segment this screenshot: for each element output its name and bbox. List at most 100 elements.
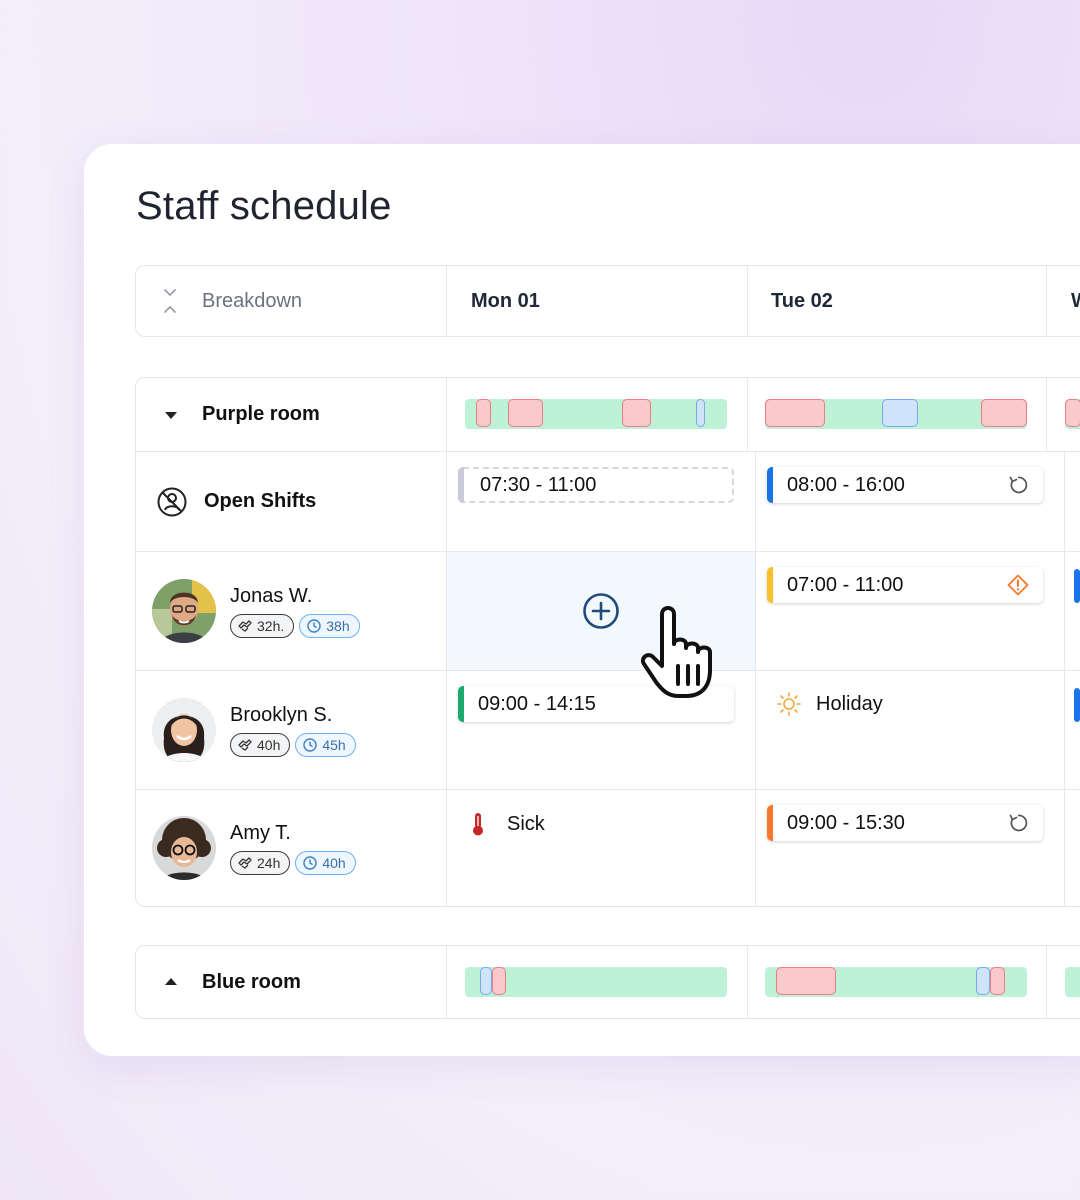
scheduled-hours-chip: 40h <box>295 850 356 875</box>
room-name: Purple room <box>202 403 320 425</box>
coverage-overlap <box>696 399 705 427</box>
day-header-mon: Mon 01 <box>471 289 540 312</box>
divider <box>755 452 756 552</box>
staff-name: Brooklyn S. <box>230 703 333 726</box>
shift-amy-tue[interactable]: 09:00 - 15:30 <box>767 805 1043 841</box>
divider <box>446 946 447 1018</box>
staff-info[interactable]: Jonas W. 32h. 38h <box>136 552 446 670</box>
staff-name: Amy T. <box>230 821 291 844</box>
coverage-gap <box>492 967 506 995</box>
clock-icon <box>303 855 318 870</box>
open-shifts-label-cell: Open Shifts <box>136 452 446 551</box>
avatar <box>152 698 216 762</box>
plus-circle-icon[interactable] <box>582 592 620 630</box>
day-header-wed: W <box>1071 266 1080 336</box>
room-name: Blue room <box>202 970 301 993</box>
open-shifts-label: Open Shifts <box>204 490 317 512</box>
divider <box>446 790 447 907</box>
caret-down-icon <box>165 411 177 419</box>
coverage-overlap <box>480 967 492 995</box>
contract-hours: 40h <box>257 736 281 753</box>
open-shifts-row: Open Shifts 07:30 - 11:00 08:00 - 16:00 <box>136 451 1080 552</box>
coverage-gap <box>508 399 543 427</box>
coverage-track-wed <box>1065 967 1080 997</box>
shift-color-bar <box>458 686 464 722</box>
divider <box>1064 790 1065 907</box>
scheduled-hours: 40h <box>322 854 346 871</box>
sick-status[interactable]: Sick <box>469 811 545 837</box>
scheduled-hours: 38h <box>326 617 350 634</box>
clock-icon <box>307 618 321 633</box>
schedule-header: Breakdown Mon 01 Tue 02 W <box>135 265 1080 337</box>
shift-color-bar <box>1074 688 1080 722</box>
shift-color-bar <box>767 467 773 503</box>
contract-hours-chip: 40h <box>230 732 291 757</box>
shift-color-bar <box>767 567 773 603</box>
divider <box>755 790 756 907</box>
coverage-overlap <box>882 399 918 427</box>
divider <box>747 946 748 1018</box>
divider <box>1046 378 1047 451</box>
clock-icon <box>303 737 318 752</box>
holiday-status[interactable]: Holiday <box>776 691 883 717</box>
thermometer-icon <box>473 813 483 836</box>
day-header-tue: Tue 02 <box>771 289 833 312</box>
coverage-gap <box>765 399 825 427</box>
divider <box>1064 452 1065 552</box>
repeat-icon <box>1009 476 1028 494</box>
staff-row-amy: Amy T. 24h 40h <box>136 789 1080 907</box>
divider <box>1046 266 1047 336</box>
divider <box>446 266 447 336</box>
divider <box>755 671 756 790</box>
coverage-track-mon[interactable] <box>465 399 727 429</box>
group-purple-room: Purple room <box>135 377 1080 907</box>
divider <box>446 452 447 552</box>
divider <box>747 378 748 451</box>
shift-time: 07:00 - 11:00 <box>787 573 904 596</box>
breakdown-label: Breakdown <box>202 289 303 312</box>
open-shift-tue[interactable]: 08:00 - 16:00 <box>767 467 1043 503</box>
staff-row-jonas: Jonas W. 32h. 38h <box>136 551 1080 671</box>
coverage-track-mon[interactable] <box>465 967 727 997</box>
contract-hours-icon <box>238 738 252 751</box>
shift-color-bar <box>1074 569 1080 603</box>
scheduled-hours-chip: 38h <box>299 613 360 638</box>
shift-time: 09:00 - 15:30 <box>787 811 905 834</box>
contract-hours-chip: 32h. <box>230 613 295 638</box>
shift-color-bar <box>767 805 773 841</box>
status-label: Sick <box>507 812 545 835</box>
divider <box>1064 671 1065 790</box>
shift-time: 08:00 - 16:00 <box>787 473 905 496</box>
divider <box>747 266 748 336</box>
sun-icon <box>777 692 801 716</box>
contract-hours-icon <box>238 856 252 869</box>
scheduled-hours-chip: 45h <box>295 732 356 757</box>
divider <box>446 378 447 451</box>
coverage-track-tue[interactable] <box>765 399 1027 429</box>
staff-info[interactable]: Brooklyn S. 40h 45h <box>136 671 446 789</box>
shift-color-bar <box>458 467 464 503</box>
coverage-track-tue[interactable] <box>765 967 1027 997</box>
coverage-gap <box>981 399 1027 427</box>
room-toggle-purple[interactable]: Purple room <box>136 378 446 451</box>
avatar <box>152 816 216 880</box>
open-shifts-icon <box>157 487 187 516</box>
coverage-track-wed[interactable] <box>1065 399 1080 429</box>
warning-icon <box>1007 574 1029 596</box>
contract-hours: 24h <box>257 854 281 871</box>
schedule-card: Staff schedule Breakdown Mon 01 Tue 02 W… <box>84 144 1080 1056</box>
contract-hours-chip: 24h <box>230 850 291 875</box>
avatar <box>152 579 216 643</box>
staff-name: Jonas W. <box>230 584 313 607</box>
breakdown-toggle[interactable]: Breakdown <box>136 266 446 336</box>
open-shift-mon[interactable]: 07:30 - 11:00 <box>458 467 734 503</box>
divider <box>1064 552 1065 671</box>
staff-info[interactable]: Amy T. 24h 40h <box>136 790 446 906</box>
coverage-gap <box>776 967 836 995</box>
room-toggle-blue[interactable]: Blue room <box>136 946 446 1018</box>
shift-jonas-tue[interactable]: 07:00 - 11:00 <box>767 567 1043 603</box>
divider <box>446 552 447 671</box>
hand-cursor-icon <box>641 606 712 698</box>
contract-hours: 32h. <box>257 617 285 634</box>
group-blue-room: Blue room <box>135 945 1080 1019</box>
